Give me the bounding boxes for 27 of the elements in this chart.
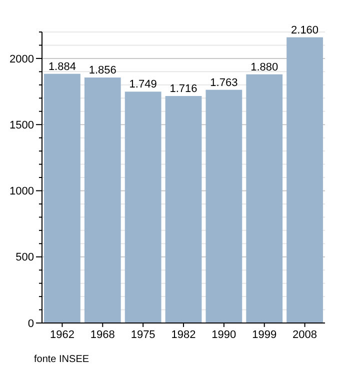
y-tick-label: 1000: [10, 186, 34, 198]
bar: [124, 92, 162, 323]
bar: [206, 90, 242, 323]
data-label: 1.749: [129, 78, 157, 91]
data-label: 1.884: [48, 60, 76, 73]
data-label: 1.856: [88, 64, 116, 76]
bar: [165, 96, 202, 323]
x-tick-label: 1962: [50, 329, 74, 341]
source-note: fonte INSEE: [34, 354, 90, 365]
data-label: 2.160: [291, 24, 319, 36]
x-tick-label: 1990: [212, 329, 236, 341]
x-tick-label: 1982: [171, 329, 196, 341]
data-label: 1.716: [170, 83, 198, 96]
bar: [286, 37, 323, 323]
data-label: 1.880: [250, 61, 278, 74]
x-tick-label: 1968: [90, 329, 115, 341]
y-tick-label: 2000: [10, 53, 34, 66]
y-tick-label: 0: [28, 318, 34, 330]
x-tick-label: 1975: [130, 329, 156, 341]
bar: [246, 74, 283, 323]
y-tick-label: 1500: [10, 119, 34, 132]
bar: [84, 78, 121, 323]
y-tick-label: 500: [16, 252, 34, 264]
x-tick-label: 1999: [252, 329, 277, 341]
data-label: 1.763: [210, 76, 238, 89]
bar: [44, 74, 80, 323]
x-tick-label: 2008: [292, 329, 318, 341]
